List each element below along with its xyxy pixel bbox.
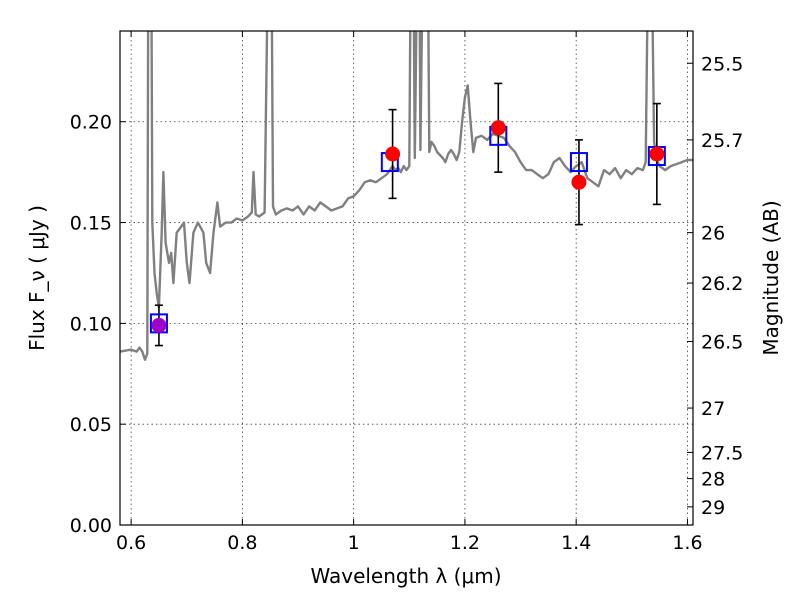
y-axis-title: Flux F_ν ( μJy ) [25, 205, 49, 351]
observed-point [490, 120, 506, 136]
mag-tick-label: 26.2 [701, 273, 743, 295]
mag-tick-label: 25.5 [701, 53, 743, 75]
x-tick-label: 1.4 [561, 532, 591, 554]
y-axis-right-title: Magnitude (AB) [759, 200, 783, 355]
spectrum-line [120, 31, 693, 361]
x-tick-label: 1.6 [672, 532, 702, 554]
observed-point [385, 146, 401, 162]
y-axis-right: 25.5 25.7 26 26.2 26.5 27 27.5 28 29 [687, 53, 743, 519]
x-tick-label: 1 [348, 532, 360, 554]
observed-point [151, 317, 167, 333]
y-tick-label: 0.20 [70, 112, 112, 134]
mag-tick-label: 29 [701, 497, 725, 519]
y-tick-label: 0.15 [70, 213, 112, 235]
y-tick-label: 0.00 [70, 515, 112, 537]
x-axis: 0.6 0.8 1 1.2 1.4 1.6 [116, 31, 703, 554]
x-tick-label: 0.6 [116, 532, 146, 554]
y-axis-left: 0.00 0.05 0.10 0.15 0.20 [70, 112, 126, 537]
observed-point [649, 146, 665, 162]
grid-lines [120, 31, 693, 526]
x-tick-label: 0.8 [227, 532, 257, 554]
mag-tick-label: 26 [701, 223, 725, 245]
mag-tick-label: 25.7 [701, 130, 743, 152]
mag-tick-label: 26.5 [701, 332, 743, 354]
mag-tick-label: 27.5 [701, 442, 743, 464]
plot-frame [119, 30, 694, 526]
plot-area [120, 31, 693, 361]
model-square-marker [569, 152, 588, 173]
y-tick-label: 0.10 [70, 313, 112, 335]
observed-point [571, 174, 587, 190]
mag-tick-label: 28 [701, 469, 725, 491]
mag-tick-label: 27 [701, 398, 725, 420]
x-tick-label: 1.2 [450, 532, 480, 554]
x-axis-title: Wavelength λ (μm) [310, 564, 501, 588]
y-tick-label: 0.05 [70, 414, 112, 436]
